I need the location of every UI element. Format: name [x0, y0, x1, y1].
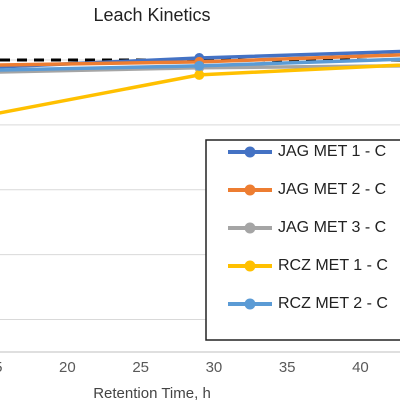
data-point: [194, 60, 205, 71]
legend-marker: [244, 298, 256, 310]
legend-label: JAG MET 1 - C: [278, 143, 386, 160]
legend-label: RCZ MET 1 - C: [278, 257, 388, 274]
legend: JAG MET 1 - C JAG MET 2 - C JAG MET 3 - C R…: [205, 139, 400, 341]
legend-box: [205, 139, 400, 341]
x-tick-label: 35: [279, 359, 296, 376]
legend-marker: [244, 222, 256, 234]
legend-marker: [244, 184, 256, 196]
x-axis-label: Retention Time, h: [93, 385, 211, 400]
x-tick-label: 25: [132, 359, 149, 376]
chart-title: Leach Kinetics: [93, 5, 210, 25]
legend-label: JAG MET 2 - C: [278, 181, 386, 198]
legend-marker: [244, 260, 256, 272]
x-tick-label: 20: [59, 359, 76, 376]
x-tick-label: 40: [352, 359, 369, 376]
x-tick-label: 15: [0, 359, 2, 376]
legend-marker: [244, 146, 256, 158]
legend-label: RCZ MET 2 - C: [278, 295, 388, 312]
legend-label: JAG MET 3 - C: [278, 219, 386, 236]
data-point: [194, 69, 205, 80]
x-tick-label: 30: [206, 359, 223, 376]
